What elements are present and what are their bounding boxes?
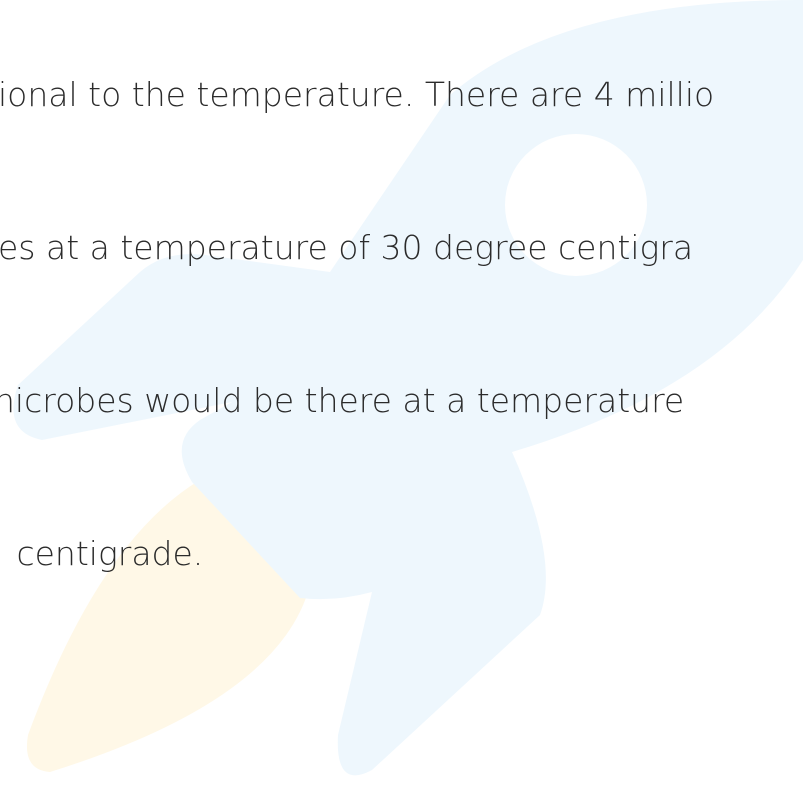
text-line: ional to the temperature. There are 4 mi… bbox=[0, 69, 714, 120]
paragraph: ional to the temperature. There are 4 mi… bbox=[0, 0, 714, 630]
text-line: nicrobes would be there at a temperature bbox=[0, 375, 714, 426]
text-line: centigrade. bbox=[6, 528, 714, 579]
page: {"text": {"lines": ["ional to the temper… bbox=[0, 0, 803, 788]
text-line: es at a temperature of 30 degree centigr… bbox=[0, 222, 714, 273]
